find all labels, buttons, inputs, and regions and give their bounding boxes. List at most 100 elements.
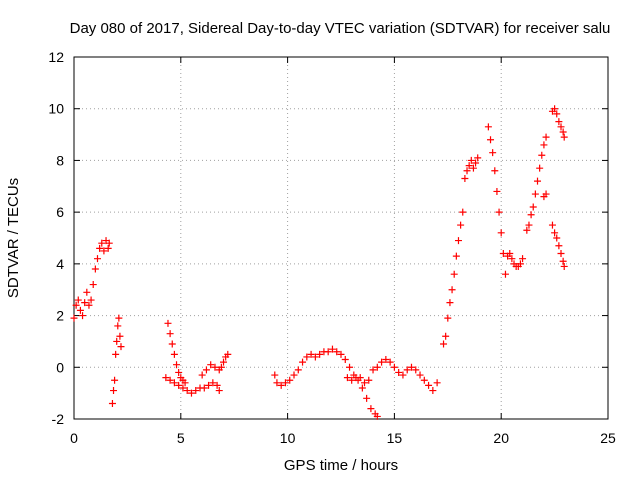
data-point	[87, 296, 95, 304]
data-point	[115, 314, 123, 322]
data-point	[454, 237, 462, 245]
data-point	[508, 255, 516, 263]
data-point	[489, 149, 497, 157]
data-point	[395, 368, 403, 376]
data-point	[358, 384, 366, 392]
data-point	[100, 247, 108, 255]
data-point	[506, 250, 514, 258]
data-point	[382, 356, 390, 364]
chart-title: Day 080 of 2017, Sidereal Day-to-day VTE…	[70, 20, 611, 37]
data-point	[200, 384, 208, 392]
data-point	[76, 306, 84, 314]
data-point	[117, 343, 125, 351]
data-point	[425, 381, 433, 389]
data-point	[442, 332, 450, 340]
data-point	[472, 159, 480, 167]
data-point	[89, 281, 97, 289]
data-point	[433, 379, 441, 387]
data-point	[333, 348, 341, 356]
data-point	[112, 350, 120, 358]
data-point	[369, 366, 377, 374]
data-point	[465, 162, 473, 170]
data-point	[484, 123, 492, 131]
data-point	[416, 371, 424, 379]
data-point	[277, 381, 285, 389]
data-point	[286, 376, 294, 384]
data-point	[224, 350, 232, 358]
data-point	[170, 379, 178, 387]
data-point	[429, 387, 437, 395]
data-point	[98, 239, 106, 247]
data-point	[491, 167, 499, 175]
data-point	[551, 105, 559, 113]
data-point	[303, 353, 311, 361]
data-point	[450, 270, 458, 278]
data-point	[187, 389, 195, 397]
data-point	[399, 371, 407, 379]
y-tick-label: 0	[56, 359, 64, 375]
data-point	[516, 260, 524, 268]
data-point	[548, 221, 556, 229]
data-point	[207, 361, 215, 369]
data-point	[542, 190, 550, 198]
data-point	[175, 368, 183, 376]
data-point	[217, 363, 225, 371]
data-point	[162, 374, 170, 382]
data-point	[341, 356, 349, 364]
data-point	[175, 381, 183, 389]
data-point	[365, 376, 373, 384]
y-axis-label: SDTVAR / TECUs	[5, 178, 22, 298]
x-tick-label: 5	[177, 430, 185, 446]
data-point	[337, 350, 345, 358]
data-point	[72, 301, 80, 309]
data-point	[452, 252, 460, 260]
data-point	[559, 128, 567, 136]
data-point	[461, 175, 469, 183]
data-point	[108, 399, 116, 407]
data-point	[373, 363, 381, 371]
x-tick-label: 20	[493, 430, 509, 446]
data-point	[316, 350, 324, 358]
data-point	[307, 350, 315, 358]
data-point	[111, 376, 119, 384]
data-point	[440, 340, 448, 348]
data-point	[346, 363, 354, 371]
data-point	[93, 255, 101, 263]
data-point	[553, 110, 561, 118]
data-point	[373, 412, 381, 420]
data-point	[220, 358, 228, 366]
data-point	[527, 211, 535, 219]
data-point	[114, 322, 122, 330]
data-point	[519, 255, 527, 263]
data-point	[495, 208, 503, 216]
data-point	[179, 384, 187, 392]
data-point	[85, 301, 93, 309]
data-point	[173, 361, 181, 369]
x-tick-label: 25	[600, 430, 616, 446]
y-tick-label: 10	[48, 101, 64, 117]
y-tick-label: 12	[48, 49, 64, 65]
data-point	[457, 221, 465, 229]
data-point	[83, 288, 91, 296]
data-point	[536, 164, 544, 172]
data-point	[271, 371, 279, 379]
data-point	[378, 358, 386, 366]
data-point	[311, 353, 319, 361]
data-point	[328, 345, 336, 353]
data-point	[105, 239, 113, 247]
data-points	[70, 105, 568, 420]
data-point	[555, 118, 563, 126]
data-point	[446, 299, 454, 307]
data-point	[474, 154, 482, 162]
data-point	[551, 229, 559, 237]
data-point	[110, 387, 118, 395]
data-point	[487, 136, 495, 144]
data-point	[166, 330, 174, 338]
data-point	[81, 299, 89, 307]
data-point	[192, 387, 200, 395]
data-point	[168, 340, 176, 348]
data-point	[390, 363, 398, 371]
x-axis-label: GPS time / hours	[284, 457, 398, 474]
plot-frame	[73, 56, 609, 420]
data-point	[198, 371, 206, 379]
